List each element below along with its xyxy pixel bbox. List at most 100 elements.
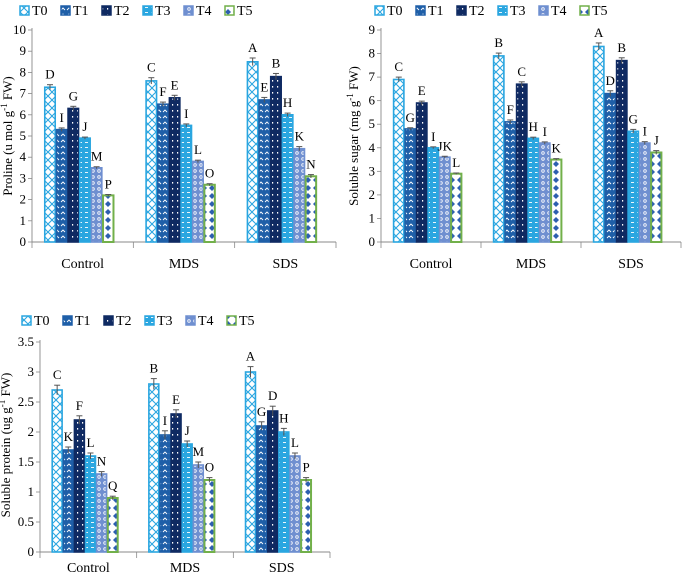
y-tick-label: 2 (369, 187, 376, 202)
significance-label: C (53, 367, 62, 382)
legend-label-t2: T2 (469, 4, 485, 19)
category-label: MDS (516, 257, 546, 272)
bar-t4-control (90, 167, 103, 243)
legend-label-t5: T5 (592, 4, 608, 19)
bar-t1-sds (604, 92, 617, 243)
significance-label: B (272, 55, 281, 70)
significance-label: P (105, 177, 112, 192)
legend-swatch-t5 (224, 5, 235, 16)
y-tick-label: 9 (20, 43, 27, 58)
legend-swatch-t3 (497, 5, 508, 16)
bar-t3-control (427, 146, 440, 243)
bar-t1-sds (258, 99, 271, 243)
significance-label: J (185, 423, 190, 438)
significance-label: E (172, 392, 180, 407)
y-axis-label: Soluble protein (ug g-1 FW) (0, 373, 13, 518)
bar-t1-control (404, 128, 417, 243)
category-label: MDS (170, 561, 200, 574)
significance-label: K (552, 141, 562, 156)
legend-label-t4: T4 (198, 314, 214, 329)
legend-label-t1: T1 (73, 4, 89, 19)
bar-t3-mds (181, 443, 193, 553)
bar-t1-sds (255, 425, 268, 553)
significance-label: C (147, 60, 156, 75)
bar-t4-mds (538, 142, 551, 243)
legend-label-t0: T0 (32, 4, 48, 19)
legend-swatch-t4 (183, 5, 194, 16)
bar-t4-mds (192, 464, 205, 553)
significance-label: G (69, 88, 78, 103)
y-tick-label: 1 (20, 213, 27, 228)
legend-swatch-t1 (415, 5, 426, 16)
y-tick-label: 4 (20, 149, 27, 164)
legend: T0 T1 T2 T3 T4 T5 (19, 4, 253, 19)
significance-label: B (149, 361, 158, 376)
category-label: Control (67, 561, 110, 574)
y-tick-label: 1.5 (18, 454, 34, 469)
y-tick-label: 6 (20, 107, 27, 122)
bar-t2-control (67, 107, 80, 243)
significance-label: F (507, 102, 514, 117)
significance-label: C (517, 64, 526, 79)
y-tick-label: 3 (28, 364, 35, 379)
significance-label: L (452, 155, 460, 170)
significance-label: L (87, 435, 95, 450)
significance-label: L (291, 435, 299, 450)
significance-label: I (59, 110, 63, 125)
legend-label-t3: T3 (157, 314, 173, 329)
bar-t2-sds (269, 75, 282, 243)
significance-label: I (543, 124, 547, 139)
significance-label: L (194, 142, 202, 157)
legend: T0 T1 T2 T3 T4 T5 (374, 4, 608, 19)
bar-t1-mds (156, 103, 170, 243)
y-tick-label: 0 (20, 234, 27, 249)
significance-label: C (394, 59, 403, 74)
y-tick-label: 0 (28, 544, 35, 559)
y-tick-label: 6 (369, 93, 376, 108)
significance-label: J (82, 119, 87, 134)
bar-t0-mds (492, 55, 505, 243)
significance-label: F (76, 398, 83, 413)
y-tick-label: 10 (13, 22, 26, 37)
legend-swatch-t0 (21, 315, 32, 326)
legend-swatch-t2 (101, 5, 112, 16)
legend-swatch-t0 (19, 5, 30, 16)
significance-label: A (248, 40, 258, 55)
significance-label: E (418, 83, 426, 98)
legend-label-t0: T0 (34, 314, 50, 329)
significance-label: I (163, 413, 167, 428)
category-label: MDS (169, 257, 199, 272)
legend-swatch-t2 (456, 5, 467, 16)
y-tick-label: 1 (28, 484, 35, 499)
y-tick-label: 1 (369, 210, 376, 225)
y-axis-label: Proline (u mol g-1 FW) (0, 76, 15, 195)
significance-label: M (193, 444, 205, 459)
legend-label-t5: T5 (237, 4, 253, 19)
y-tick-label: 8 (20, 64, 27, 79)
bar-t0-control (43, 86, 57, 243)
legend-label-t5: T5 (239, 314, 255, 329)
y-tick-label: 3 (20, 170, 27, 185)
legend-swatch-t1 (62, 315, 73, 326)
significance-label: D (268, 388, 277, 403)
y-tick-label: 2 (20, 192, 27, 207)
significance-label: I (184, 106, 188, 121)
bar-t2-mds (515, 83, 528, 243)
bar-t5-sds (650, 151, 663, 243)
bar-t0-control (51, 389, 63, 553)
bar-t3-control (84, 455, 97, 553)
legend-label-t3: T3 (155, 4, 171, 19)
legend-swatch-t5 (226, 315, 237, 326)
legend-swatch-t5 (579, 5, 590, 16)
bar-t4-sds (293, 147, 306, 243)
bar-t0-control (392, 78, 405, 243)
significance-label: E (260, 79, 268, 94)
bar-t3-sds (627, 130, 640, 243)
bar-t3-sds (281, 114, 294, 243)
legend-label-t3: T3 (510, 4, 526, 19)
significance-label: N (306, 157, 316, 172)
category-label: Control (410, 257, 453, 272)
y-tick-label: 9 (369, 22, 376, 37)
category-label: Control (61, 257, 104, 272)
significance-label: I (643, 124, 647, 139)
